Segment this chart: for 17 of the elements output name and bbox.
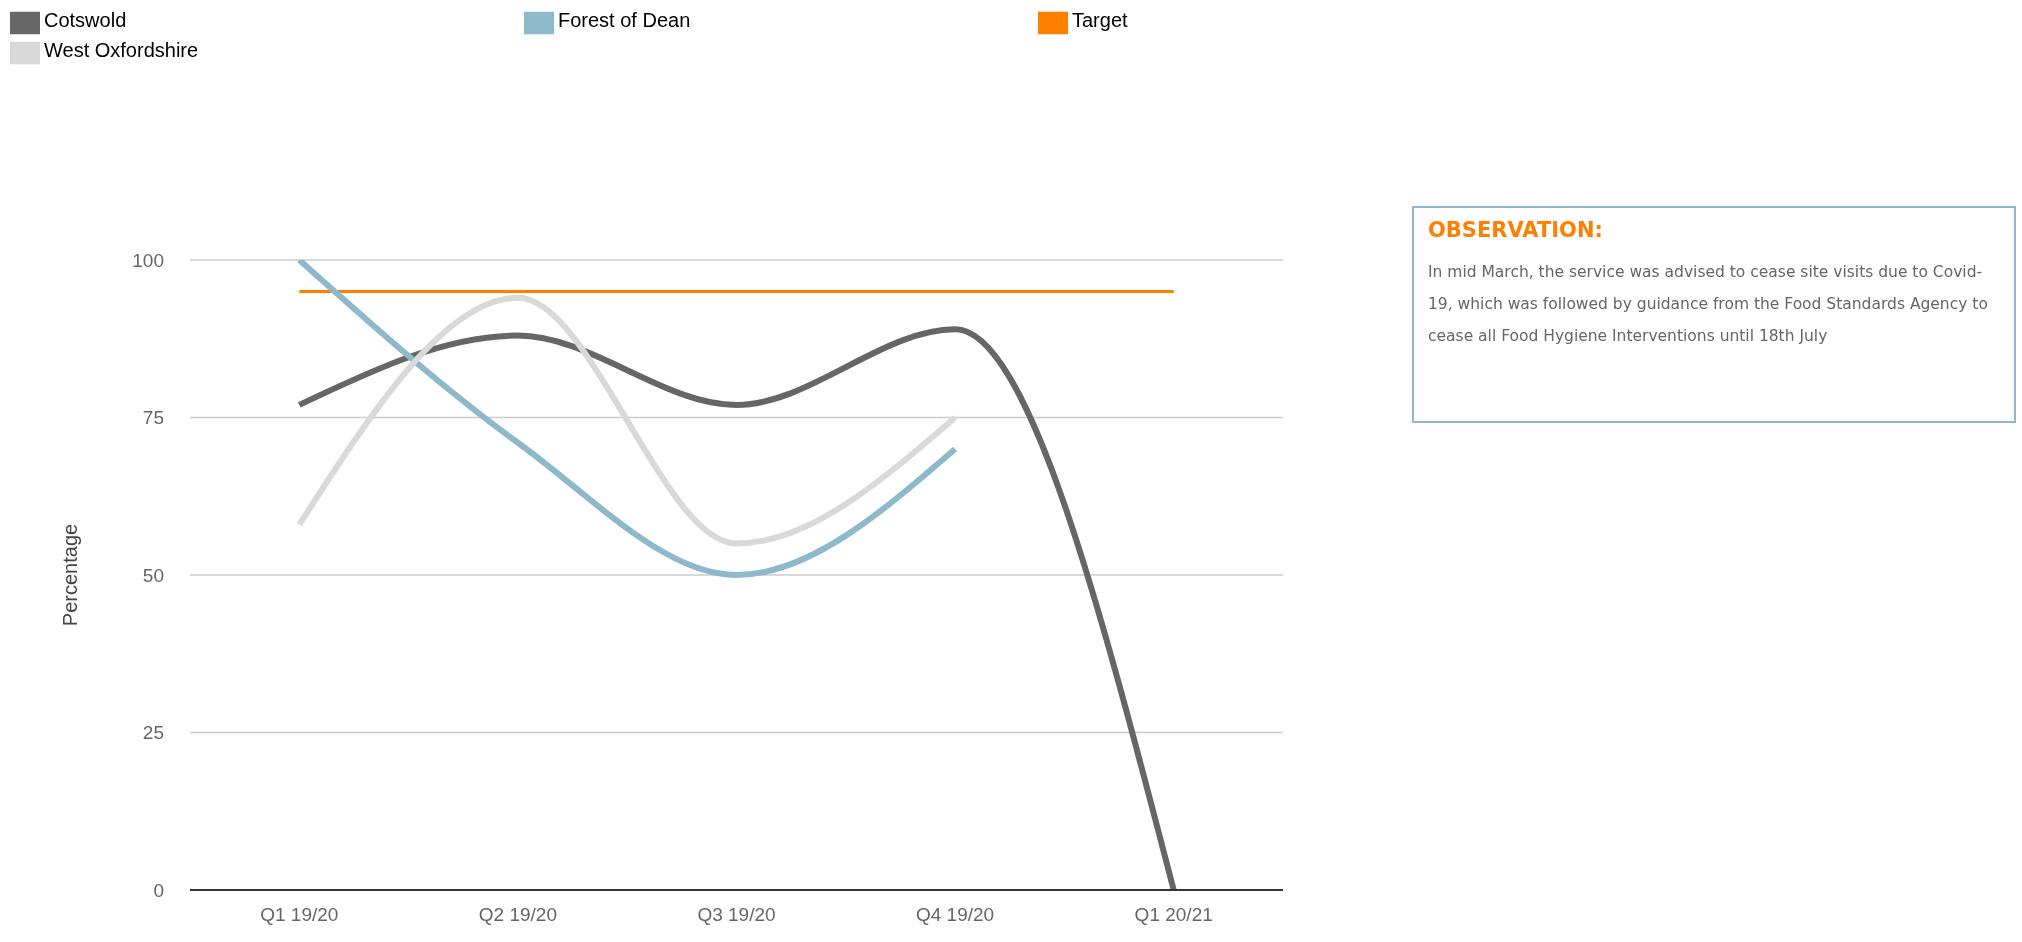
y-tick-label: 75: [142, 407, 164, 429]
legend-label: Cotswold: [44, 9, 128, 33]
legend-label: Target: [1072, 9, 1129, 33]
y-axis-title: Percentage: [59, 523, 82, 627]
x-tick-label: Q3 19/20: [697, 904, 776, 926]
x-tick-label: Q4 19/20: [916, 904, 995, 926]
y-tick-label: 0: [153, 879, 164, 901]
x-tick-label: Q1 19/20: [260, 904, 339, 926]
legend-label: Forest of Dean: [558, 9, 692, 33]
legend-label: West Oxfordshire: [44, 39, 200, 63]
text: OBSERVATION:: [1428, 218, 1604, 242]
y-tick-label: 50: [142, 564, 164, 586]
x-tick-label: Q1 20/21: [1134, 904, 1213, 926]
y-tick-label: 25: [142, 722, 164, 744]
y-tick-label: 100: [132, 249, 164, 271]
x-tick-label: Q2 19/20: [478, 904, 557, 926]
text: In mid March, the service was advised to cease site visits due to Covid-19, which was followed by guidance from the Food Standards Agency to cease all Food Hygiene Interventions until 18th July: [1428, 262, 1989, 347]
